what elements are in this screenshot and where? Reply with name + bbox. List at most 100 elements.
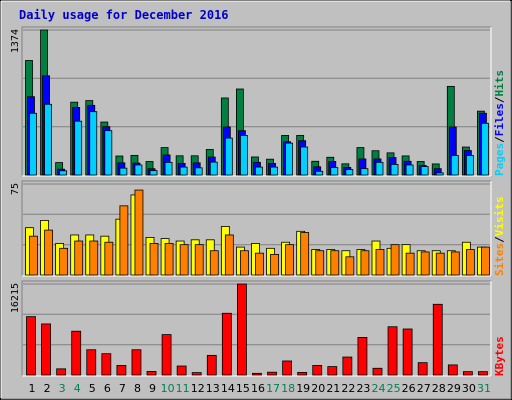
bar-kbytes (191, 372, 202, 376)
bar-pages (481, 122, 489, 176)
legend-item-hits: Hits (493, 70, 506, 97)
bar-kbytes (71, 330, 82, 376)
bar-pages (405, 164, 414, 176)
x-tick-label: 8 (134, 382, 141, 395)
bar-kbytes (297, 372, 308, 376)
x-tick-label: 16 (251, 382, 265, 395)
bar-kbytes (221, 312, 232, 376)
bar-sites (59, 247, 69, 276)
bar-kbytes (41, 323, 51, 376)
bar-sites (240, 250, 249, 276)
bar-kbytes (131, 349, 142, 376)
bar-sites (270, 253, 279, 276)
bar-sites (119, 205, 129, 276)
bar-kbytes (327, 366, 338, 376)
bar-kbytes (26, 316, 36, 376)
x-tick-label: 14 (221, 382, 235, 395)
x-tick-label: 21 (326, 382, 340, 395)
bar-kbytes (86, 349, 97, 376)
bar-pages (420, 166, 429, 176)
x-tick-label: 19 (296, 382, 310, 395)
bar-kbytes (372, 367, 383, 376)
panel-kbytes: 16215 KBytes (10, 280, 506, 377)
legend-separator: / (493, 136, 506, 143)
bar-sites (300, 232, 310, 276)
bar-sites (360, 250, 370, 276)
y-max-label: 16215 (10, 283, 21, 313)
bar-sites (420, 251, 430, 276)
x-axis-labels: 1 2 3 4 5 6 7 8 9 10 11 12 13 14 15 16 17 18 19 20 21 22 23 24 2… (29, 382, 491, 395)
bar-sites (285, 244, 294, 276)
bar-pages (104, 130, 113, 176)
bar-kbytes (342, 356, 353, 376)
bar-kbytes (176, 365, 187, 376)
bar-pages (345, 169, 354, 176)
bar-sites (375, 249, 385, 276)
bar-pages (209, 161, 218, 176)
bar-sites (149, 243, 159, 276)
bar-kbytes (387, 326, 398, 376)
x-tick-label: 11 (176, 382, 190, 395)
panel-visits-sites: 75 Sites/Visits (10, 180, 506, 277)
bar-sites (164, 243, 174, 276)
x-tick-label: 27 (417, 382, 431, 395)
chart-panels: 1374Pages/Files/Hits75Sites/Visits16215K… (10, 26, 506, 377)
bar-pages (240, 135, 248, 176)
bar-kbytes (432, 303, 443, 376)
bar-pages (74, 120, 83, 176)
bar-sites (315, 250, 325, 276)
bar-sites (435, 252, 445, 276)
bar-sites (481, 246, 490, 276)
x-tick-label: 13 (206, 382, 220, 395)
bar-pages (465, 155, 474, 176)
bar-pages (360, 168, 369, 176)
legend-item-sites: Sites (493, 243, 506, 276)
x-tick-label: 18 (281, 382, 295, 395)
legend-item-files: Files (493, 103, 506, 136)
x-tick-label: 26 (402, 382, 416, 395)
x-tick-label: 6 (104, 382, 111, 395)
x-tick-label: 10 (161, 382, 175, 395)
legend-kbytes: KBytes (493, 336, 506, 376)
bar-kbytes (101, 353, 112, 376)
x-tick-label: 30 (462, 382, 476, 395)
bar-kbytes (146, 371, 157, 376)
bar-kbytes (282, 360, 292, 376)
bar-pages (285, 142, 293, 176)
bar-pages (149, 170, 158, 176)
x-tick-label: 20 (311, 382, 325, 395)
x-tick-label: 1 (29, 382, 36, 395)
bar-pages (375, 161, 384, 176)
bar-pages (59, 170, 68, 176)
bar-pages (164, 161, 173, 176)
bar-kbytes (252, 372, 262, 376)
x-tick-label: 23 (356, 382, 370, 395)
bar-kbytes (312, 365, 323, 376)
x-tick-label: 9 (149, 382, 156, 395)
bar-pages (270, 166, 278, 176)
bar-sites (345, 256, 355, 276)
x-tick-label: 5 (89, 382, 96, 395)
bar-pages (450, 155, 459, 176)
bar-sites (390, 244, 400, 276)
bar-sites (179, 244, 189, 276)
bar-kbytes (116, 365, 127, 376)
bar-pages (255, 166, 263, 176)
bar-sites (465, 249, 475, 276)
bar-kbytes (206, 354, 217, 376)
x-tick-label: 24 (372, 382, 386, 395)
legend-separator: / (493, 96, 506, 103)
bar-kbytes (357, 336, 368, 376)
bar-kbytes (402, 328, 413, 376)
x-tick-label: 12 (191, 382, 205, 395)
x-tick-label: 2 (44, 382, 51, 395)
legend-visits-sites: Sites/Visits (493, 197, 506, 277)
bar-sites (209, 250, 219, 276)
bar-kbytes (478, 371, 488, 376)
bar-pages (89, 111, 98, 176)
x-tick-label: 4 (74, 382, 81, 395)
bar-kbytes (56, 368, 67, 376)
x-tick-label: 31 (477, 382, 491, 395)
bar-kbytes (462, 371, 473, 376)
x-tick-label: 29 (447, 382, 461, 395)
